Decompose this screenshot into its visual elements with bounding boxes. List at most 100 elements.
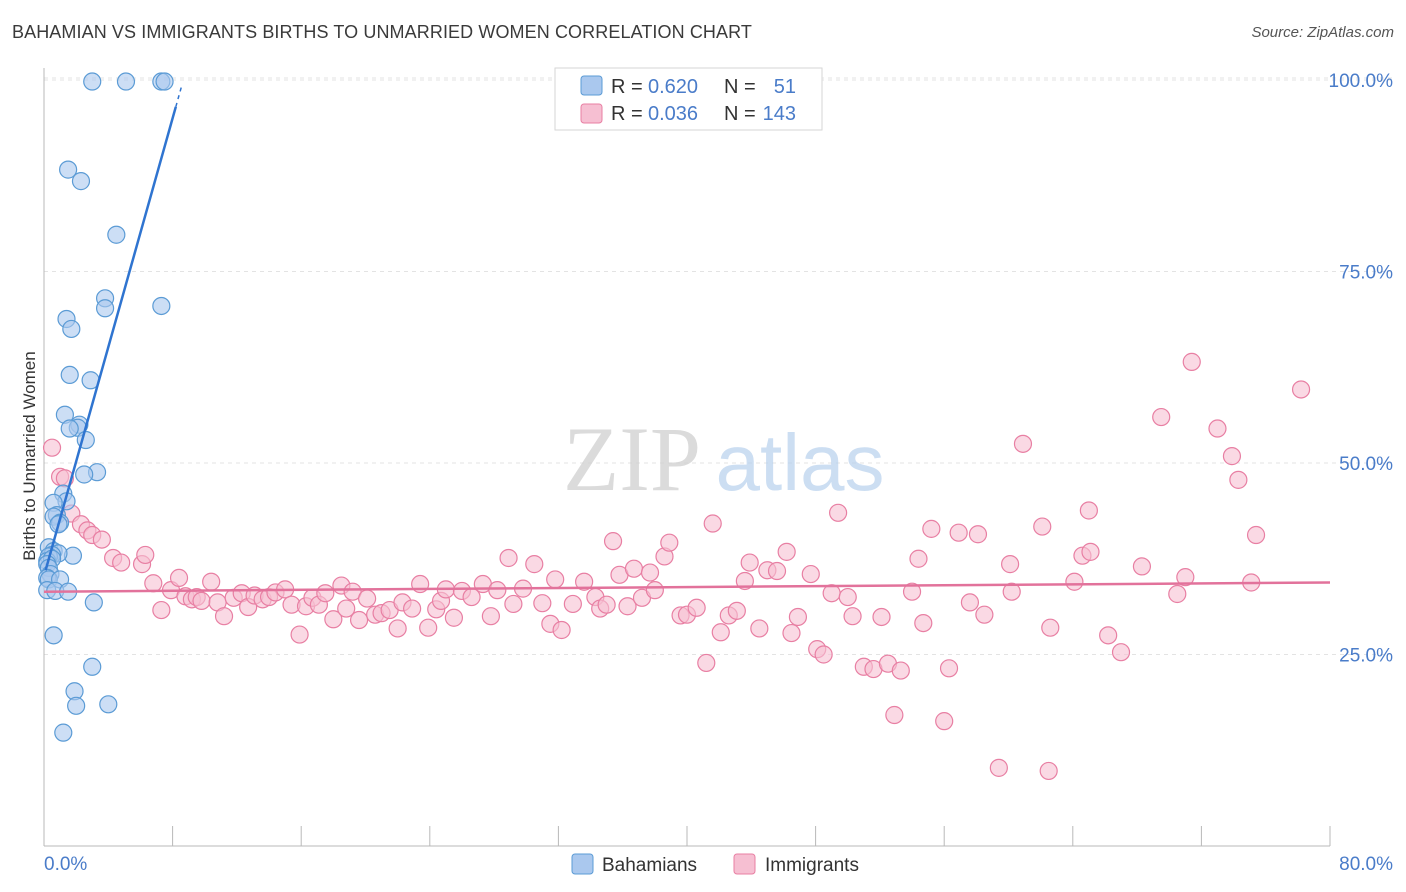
bahamians-points xyxy=(38,72,174,742)
immigrants-point-132 xyxy=(1099,626,1118,645)
immigrants-point-112 xyxy=(909,549,928,568)
immigrants-point-61 xyxy=(504,594,523,614)
immigrants-point-95 xyxy=(777,542,796,561)
immigrants-point-141 xyxy=(1229,470,1248,489)
immigrants-point-46 xyxy=(388,619,407,638)
immigrants-point-66 xyxy=(546,570,565,589)
legend-swatch-bahamians xyxy=(571,853,594,875)
immigrants-point-37 xyxy=(324,610,343,629)
y-tick-label-100: 100.0% xyxy=(1329,71,1394,92)
immigrants-point-139 xyxy=(1208,419,1227,438)
bahamians-point-20 xyxy=(75,465,94,484)
immigrants-point-32 xyxy=(290,625,309,644)
watermark: ZIP atlas xyxy=(563,408,884,510)
bahamians-point-9 xyxy=(152,296,171,316)
bahamians-point-6 xyxy=(107,225,126,244)
immigrants-point-96 xyxy=(782,623,801,643)
immigrants-point-59 xyxy=(488,581,507,600)
stats-swatch-bahamians xyxy=(580,75,603,96)
immigrants-point-42 xyxy=(358,589,377,608)
immigrants-point-124 xyxy=(1013,434,1033,453)
bahamians-point-12 xyxy=(60,365,79,385)
immigrants-point-79 xyxy=(645,581,664,600)
immigrants-point-75 xyxy=(618,597,637,616)
immigrants-point-12 xyxy=(144,574,163,593)
stats-n-label-2: N = xyxy=(724,103,756,125)
legend-swatch-immigrants xyxy=(733,853,756,875)
immigrants-point-136 xyxy=(1168,584,1187,604)
immigrants-point-48 xyxy=(403,599,422,618)
immigrants-point-120 xyxy=(975,605,994,624)
bahamians-point-4 xyxy=(59,160,78,179)
immigrants-point-144 xyxy=(1291,380,1311,399)
bahamians-point-51 xyxy=(54,723,73,742)
immigrants-point-69 xyxy=(575,572,594,591)
immigrants-point-89 xyxy=(727,601,746,620)
immigrants-point-103 xyxy=(838,587,857,607)
immigrants-point-68 xyxy=(563,594,582,614)
immigrants-point-111 xyxy=(902,582,922,601)
immigrants-point-107 xyxy=(872,607,891,627)
bahamians-point-8 xyxy=(95,299,115,318)
immigrants-point-87 xyxy=(711,623,730,642)
immigrants-point-128 xyxy=(1065,572,1084,591)
tick-labels: 25.0% 50.0% 75.0% 100.0% 0.0% 80.0% xyxy=(44,71,1393,875)
immigrants-point-0 xyxy=(42,438,62,457)
immigrants-point-98 xyxy=(801,564,820,584)
immigrants-point-123 xyxy=(1002,582,1021,601)
bahamians-point-3 xyxy=(155,72,174,91)
immigrants-point-114 xyxy=(922,519,941,538)
immigrants-point-20 xyxy=(202,572,221,591)
watermark-zip: ZIP xyxy=(563,408,701,510)
immigrants-point-91 xyxy=(740,553,759,572)
immigrants-point-86 xyxy=(703,514,722,533)
immigrants-point-119 xyxy=(968,525,988,544)
bahamians-point-0 xyxy=(83,72,102,91)
bahamians-trendline-extension xyxy=(175,83,183,108)
immigrants-point-130 xyxy=(1079,501,1098,520)
x-tick-label-max: 80.0% xyxy=(1339,854,1393,875)
immigrants-point-137 xyxy=(1176,568,1195,587)
immigrants-point-84 xyxy=(687,598,706,617)
immigrants-point-127 xyxy=(1041,618,1060,637)
immigrants-point-109 xyxy=(885,705,904,725)
source-note: Source: ZipAtlas.com xyxy=(1251,24,1394,41)
immigrants-point-39 xyxy=(337,599,356,618)
immigrants-point-9 xyxy=(112,553,131,572)
immigrants-point-50 xyxy=(419,618,438,637)
stats-r-label-1: R = xyxy=(611,76,643,98)
immigrants-point-104 xyxy=(843,607,862,626)
stats-r-value-2: 0.036 xyxy=(648,103,698,125)
bahamians-trendline xyxy=(44,106,178,571)
immigrants-point-85 xyxy=(697,653,716,673)
stats-n-label-1: N = xyxy=(724,76,756,98)
immigrants-point-131 xyxy=(1081,542,1100,561)
stats-swatch-immigrants xyxy=(580,103,603,124)
immigrants-point-41 xyxy=(349,610,369,630)
immigrants-point-143 xyxy=(1246,525,1266,545)
immigrants-point-22 xyxy=(214,607,234,626)
bahamians-point-47 xyxy=(83,657,102,676)
bottom-legend: Bahamians Immigrants xyxy=(571,853,859,876)
stats-n-value-2: 143 xyxy=(763,103,796,125)
immigrants-point-113 xyxy=(914,613,933,633)
immigrants-point-54 xyxy=(444,608,464,627)
immigrants-point-122 xyxy=(1001,555,1020,574)
immigrants-point-36 xyxy=(316,584,335,603)
immigrants-point-140 xyxy=(1222,447,1242,466)
immigrants-point-81 xyxy=(660,533,679,552)
immigrants-point-78 xyxy=(640,563,660,582)
immigrants-point-7 xyxy=(92,530,111,549)
immigrants-point-92 xyxy=(750,619,769,638)
immigrants-point-121 xyxy=(989,758,1008,777)
bahamians-point-45 xyxy=(84,593,103,612)
immigrants-point-125 xyxy=(1033,517,1052,536)
immigrants-point-11 xyxy=(136,545,155,565)
bahamians-point-17 xyxy=(60,419,79,438)
immigrants-point-72 xyxy=(597,595,616,614)
immigrants-point-76 xyxy=(624,559,644,578)
immigrants-trendline xyxy=(43,581,1331,593)
immigrants-point-19 xyxy=(192,591,211,610)
immigrants-point-15 xyxy=(169,568,189,588)
